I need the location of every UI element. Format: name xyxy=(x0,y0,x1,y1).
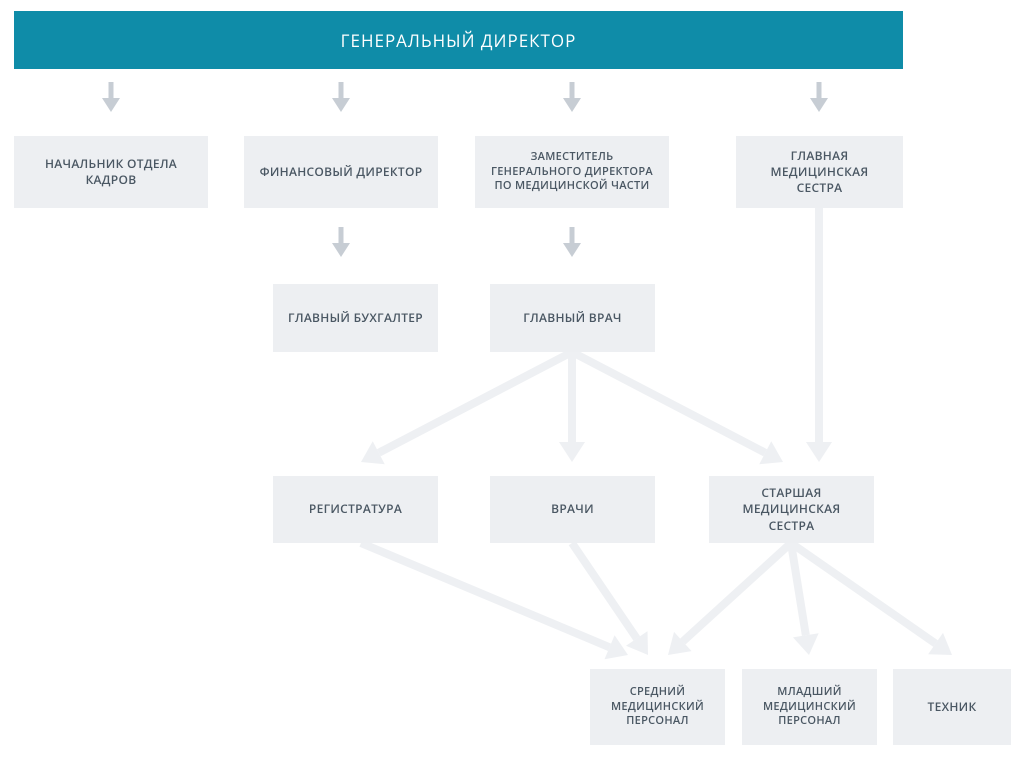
node-chief_doc: ГЛАВНЫЙ ВРАЧ xyxy=(490,284,655,352)
node-label: СТАРШАЯ МЕДИЦИНСКАЯ СЕСТРА xyxy=(719,485,864,534)
node-tech: ТЕХНИК xyxy=(893,669,1011,745)
node-head_nurse: ГЛАВНАЯ МЕДИЦИНСКАЯ СЕСТРА xyxy=(736,136,903,208)
node-label: РЕГИСТРАТУРА xyxy=(309,501,402,517)
node-label: ГЛАВНАЯ МЕДИЦИНСКАЯ СЕСТРА xyxy=(746,148,893,197)
node-label: СРЕДНИЙ МЕДИЦИНСКИЙ ПЕРСОНАЛ xyxy=(600,685,715,730)
node-ceo: ГЕНЕРАЛЬНЫЙ ДИРЕКТОР xyxy=(14,11,903,69)
node-doctors: ВРАЧИ xyxy=(490,476,655,543)
node-label: ТЕХНИК xyxy=(928,699,977,715)
node-label: ФИНАНСОВЫЙ ДИРЕКТОР xyxy=(260,164,423,180)
edges-layer xyxy=(0,0,1024,779)
node-accountant: ГЛАВНЫЙ БУХГАЛТЕР xyxy=(273,284,438,352)
node-sen_nurse: СТАРШАЯ МЕДИЦИНСКАЯ СЕСТРА xyxy=(709,476,874,543)
node-label: ВРАЧИ xyxy=(551,501,594,517)
node-label: МЛАДШИЙ МЕДИЦИНСКИЙ ПЕРСОНАЛ xyxy=(752,685,867,730)
node-label: ГЛАВНЫЙ ВРАЧ xyxy=(523,310,622,326)
node-cfo: ФИНАНСОВЫЙ ДИРЕКТОР xyxy=(244,136,438,208)
node-jr_staff: МЛАДШИЙ МЕДИЦИНСКИЙ ПЕРСОНАЛ xyxy=(742,669,877,745)
node-label: ЗАМЕСТИТЕЛЬ ГЕНЕРАЛЬНОГО ДИРЕКТОРА ПО МЕ… xyxy=(485,150,659,195)
node-hr: НАЧАЛЬНИК ОТДЕЛА КАДРОВ xyxy=(14,136,208,208)
node-mid_staff: СРЕДНИЙ МЕДИЦИНСКИЙ ПЕРСОНАЛ xyxy=(590,669,725,745)
node-label: ГЕНЕРАЛЬНЫЙ ДИРЕКТОР xyxy=(341,29,577,52)
node-registry: РЕГИСТРАТУРА xyxy=(273,476,438,543)
node-label: ГЛАВНЫЙ БУХГАЛТЕР xyxy=(288,310,423,326)
node-dep_med: ЗАМЕСТИТЕЛЬ ГЕНЕРАЛЬНОГО ДИРЕКТОРА ПО МЕ… xyxy=(475,136,669,208)
node-label: НАЧАЛЬНИК ОТДЕЛА КАДРОВ xyxy=(24,156,198,188)
